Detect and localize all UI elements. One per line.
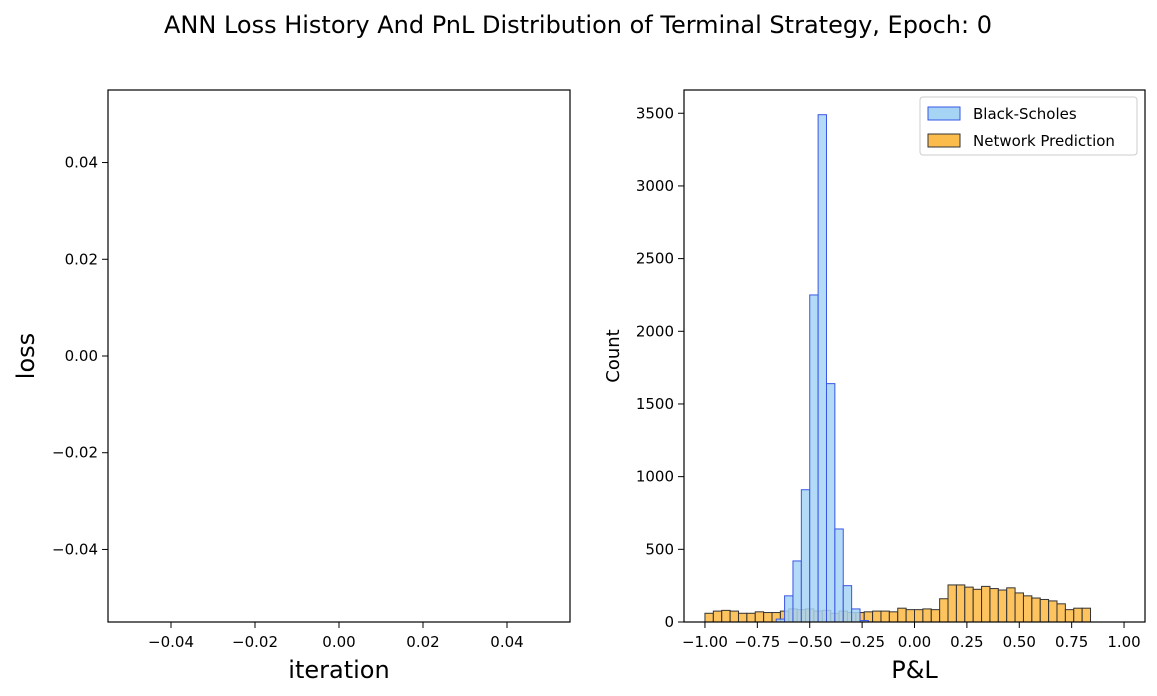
histogram-bar — [880, 610, 890, 623]
histogram-bar — [955, 584, 966, 623]
histogram-bar — [888, 611, 899, 623]
y-axis-label: Count — [603, 329, 624, 382]
loss-history-axes: −0.04 −0.02 0.00 0.02 0.04 −0.04 −0.02 0.00 0.02… — [12, 89, 571, 684]
x-tick-label: 0.50 — [1003, 633, 1036, 651]
legend-swatch — [927, 106, 961, 121]
x-tick-label: 0.00 — [898, 633, 931, 651]
legend-swatch — [927, 133, 961, 148]
histogram-bar — [947, 584, 957, 623]
y-tick-label: 0 — [664, 613, 674, 631]
histogram-bar — [729, 610, 739, 623]
figure-title: ANN Loss History And PnL Distribution of… — [164, 11, 992, 39]
histogram-bar — [989, 588, 999, 623]
y-tick-label: 0.02 — [65, 250, 98, 268]
histogram-bar — [842, 585, 853, 623]
plot-area-frame — [107, 89, 571, 623]
y-tick-label: 0.00 — [65, 347, 98, 365]
x-axis-label: P&L — [891, 656, 938, 684]
histogram-bar — [746, 612, 756, 623]
y-tick-label: 3500 — [636, 104, 674, 122]
histogram-bar — [809, 294, 819, 623]
histogram-bar — [997, 589, 1008, 623]
histogram-bar — [1073, 607, 1083, 623]
histogram-bar — [763, 612, 773, 623]
histogram-bar — [712, 610, 723, 623]
histogram-bar — [721, 609, 731, 623]
histogram-bar — [939, 598, 949, 623]
histogram-bar — [1039, 598, 1050, 623]
y-tick-label: 2500 — [636, 250, 674, 268]
y-tick-label: −0.02 — [52, 444, 98, 462]
histogram-bar — [1014, 592, 1024, 623]
x-tick-label: −0.50 — [787, 633, 833, 651]
plot-area-background — [108, 90, 570, 622]
legend-label: Black-Scholes — [973, 105, 1077, 123]
y-tick-label: 1000 — [636, 468, 674, 486]
histogram-bar — [914, 609, 924, 623]
x-tick-label: −1.00 — [682, 633, 728, 651]
plot-area-background — [684, 90, 1145, 622]
x-tick-label: −0.75 — [734, 633, 780, 651]
legend-label: Network Prediction — [973, 132, 1115, 150]
histogram-bar — [1056, 603, 1066, 623]
histogram-bar — [851, 608, 861, 623]
histogram-bar — [792, 560, 802, 623]
x-tick-label: 0.00 — [322, 633, 355, 651]
x-tick-label: −0.02 — [232, 633, 278, 651]
plot-area-frame — [683, 89, 1146, 623]
pnl-histogram-axes: −1.00 −0.75 −0.50 −0.25 0.00 0.25 0.50 0.75 1.00… — [603, 89, 1146, 684]
y-tick-label: −0.04 — [52, 540, 98, 558]
histogram-bar — [930, 609, 941, 623]
histogram-bar — [817, 114, 827, 623]
x-tick-label: 0.75 — [1055, 633, 1088, 651]
y-tick-label: 3000 — [636, 177, 674, 195]
histogram-bar — [922, 608, 932, 623]
y-tick-label: 2000 — [636, 322, 674, 340]
x-tick-label: −0.04 — [148, 633, 194, 651]
histogram-bar — [897, 607, 907, 623]
histogram-bar — [737, 612, 748, 623]
y-tick-label: 0.04 — [65, 154, 98, 172]
histogram-bar — [972, 588, 983, 623]
legend-box — [919, 96, 1138, 156]
histogram-bar — [1064, 609, 1075, 623]
x-tick-label: 0.25 — [950, 633, 983, 651]
histogram-bar — [825, 383, 836, 623]
histogram-bar — [1048, 600, 1058, 623]
histogram-bar — [964, 586, 974, 623]
histogram-bar — [981, 585, 991, 623]
y-axis-label: loss — [12, 333, 40, 379]
histogram-bar — [872, 610, 882, 623]
histogram-bar — [1031, 597, 1041, 623]
histogram-bar — [704, 612, 714, 623]
histogram-bar — [1081, 607, 1092, 623]
x-tick-label: 0.04 — [490, 633, 523, 651]
histogram-bar — [1022, 595, 1033, 623]
histogram-bar — [905, 609, 915, 623]
legend: Black-Scholes Network Prediction — [919, 96, 1138, 156]
histogram-bar — [834, 528, 844, 623]
histogram-bar — [784, 595, 794, 623]
y-tick-label: 1500 — [636, 395, 674, 413]
histogram-bar — [800, 489, 811, 623]
x-tick-label: 0.02 — [406, 633, 439, 651]
x-axis-label: iteration — [288, 656, 389, 684]
x-tick-label: −0.25 — [839, 633, 885, 651]
x-tick-label: 1.00 — [1107, 633, 1140, 651]
histogram-bar — [754, 611, 765, 623]
histogram-bar — [1006, 587, 1016, 623]
y-tick-label: 500 — [645, 540, 674, 558]
